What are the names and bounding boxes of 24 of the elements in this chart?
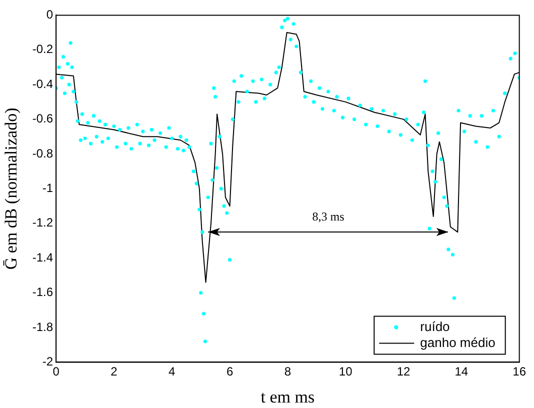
y-tick-label: -1.8 — [32, 320, 54, 334]
y-tick-label: -0.6 — [32, 112, 54, 126]
y-axis-title: Ḡ em dB (normalizado) — [2, 108, 21, 270]
x-tick-label: 16 — [512, 364, 526, 379]
y-tick-label: -0.8 — [32, 146, 54, 160]
x-tick-label: 10 — [338, 364, 353, 379]
y-tick-label: -0.2 — [32, 42, 54, 56]
y-tick-label: -1 — [42, 181, 54, 196]
x-axis-title: t em ms — [260, 387, 315, 406]
y-tick-label: -1.6 — [32, 285, 54, 300]
x-tick-label: 6 — [226, 364, 234, 379]
legend-label: ruído — [420, 318, 450, 334]
x-tick-label: 14 — [454, 364, 468, 379]
y-tick-label: -1.2 — [32, 216, 54, 230]
legend-label: ganho médio — [420, 334, 496, 350]
x-tick-label: 12 — [396, 364, 411, 379]
y-tick-label: -2 — [42, 354, 54, 369]
y-tick-label: 0 — [46, 8, 54, 22]
y-tick-label: -0.4 — [32, 76, 54, 91]
x-tick-label: 4 — [168, 364, 176, 379]
x-tick-label: 2 — [110, 364, 118, 379]
annotation: 8,3 ms — [312, 210, 345, 224]
y-tick-label: -1.4 — [32, 250, 54, 264]
x-tick-label: 8 — [284, 364, 292, 379]
